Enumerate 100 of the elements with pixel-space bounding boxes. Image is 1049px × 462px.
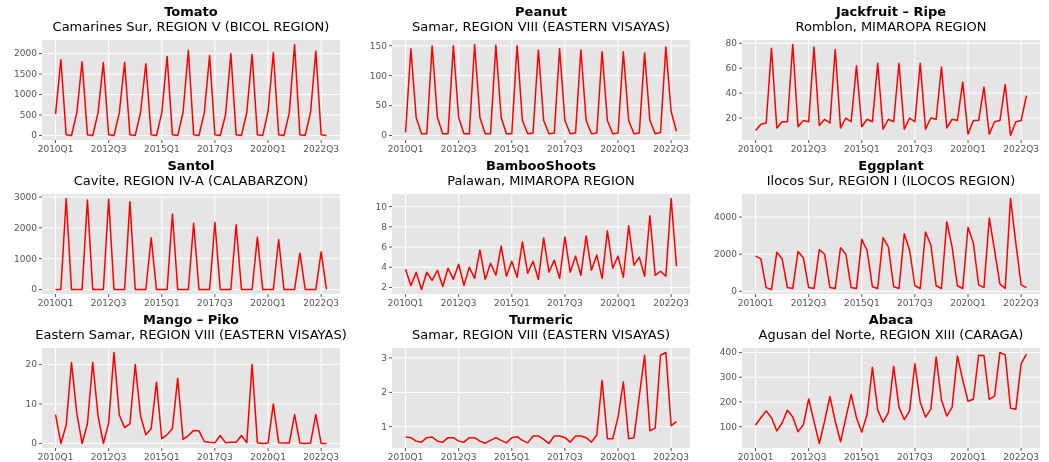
line-series xyxy=(754,43,1028,137)
chart-title: Tomato xyxy=(164,4,218,19)
line-series xyxy=(404,351,678,445)
y-tick-label: 10 xyxy=(25,398,38,409)
x-tick-label: 2010Q1 xyxy=(737,452,774,462)
y-tick-label: 2000 xyxy=(714,249,738,260)
x-tick-label: 2017Q3 xyxy=(547,298,583,308)
x-tick-label: 2020Q1 xyxy=(950,452,986,462)
chart-title: Mango – Piko xyxy=(143,312,240,327)
y-tick-label: 0 xyxy=(31,438,38,449)
x-tick-label: 2022Q3 xyxy=(1003,298,1039,308)
y-tick-label: 80 xyxy=(725,38,738,49)
y-tick-label: 500 xyxy=(19,109,38,120)
line-series xyxy=(404,197,678,291)
x-tick-label: 2017Q3 xyxy=(547,144,583,154)
y-tick-label: 3000 xyxy=(14,191,38,202)
line-series xyxy=(54,43,328,137)
y-tick-label: 150 xyxy=(369,40,388,51)
x-tick-label: 2015Q1 xyxy=(843,452,880,462)
x-tick-label: 2022Q3 xyxy=(653,452,689,462)
x-tick-label: 2012Q3 xyxy=(90,452,127,462)
x-tick-label: 2012Q3 xyxy=(790,298,827,308)
line-series xyxy=(404,43,678,135)
y-tick-label: 2000 xyxy=(14,222,38,233)
y-tick-label: 1 xyxy=(381,421,387,432)
y-tick-label: 2000 xyxy=(14,48,38,59)
x-tick-label: 2022Q3 xyxy=(1003,452,1039,462)
x-tick-label: 2015Q1 xyxy=(143,298,180,308)
x-tick-label: 2010Q1 xyxy=(37,144,74,154)
x-tick-label: 2015Q1 xyxy=(493,144,530,154)
x-tick-label: 2022Q3 xyxy=(303,144,339,154)
x-tick-label: 2012Q3 xyxy=(790,452,827,462)
x-tick-label: 2015Q1 xyxy=(143,452,180,462)
y-tick-label: 100 xyxy=(719,421,738,432)
chart-subtitle: Palawan, MIMAROPA REGION xyxy=(447,173,635,188)
x-tick-label: 2012Q3 xyxy=(440,298,477,308)
x-tick-label: 2015Q1 xyxy=(493,452,530,462)
x-tick-label: 2015Q1 xyxy=(843,144,880,154)
chart-title: Turmeric xyxy=(508,312,574,327)
x-tick-label: 2017Q3 xyxy=(197,452,233,462)
x-tick-label: 2010Q1 xyxy=(387,298,424,308)
line-series xyxy=(754,351,1028,445)
x-tick-label: 2020Q1 xyxy=(250,298,286,308)
x-tick-label: 2017Q3 xyxy=(897,452,933,462)
line-series xyxy=(54,197,328,291)
x-tick-label: 2015Q1 xyxy=(143,144,180,154)
x-tick-label: 2010Q1 xyxy=(37,452,74,462)
chart-subtitle: Romblon, MIMAROPA REGION xyxy=(795,19,987,34)
y-tick-label: 1500 xyxy=(14,68,38,79)
y-tick-label: 4000 xyxy=(714,211,738,222)
chart-subtitle: Samar, REGION VIII (EASTERN VISAYAS) xyxy=(412,19,670,34)
x-tick-label: 2010Q1 xyxy=(37,298,74,308)
x-tick-label: 2020Q1 xyxy=(600,452,636,462)
y-tick-label: 200 xyxy=(719,396,738,407)
x-tick-label: 2010Q1 xyxy=(737,298,774,308)
x-tick-label: 2012Q3 xyxy=(440,144,477,154)
x-tick-label: 2012Q3 xyxy=(440,452,477,462)
y-tick-label: 10 xyxy=(375,201,388,212)
chart-subtitle: Camarines Sur, REGION V (BICOL REGION) xyxy=(52,19,330,34)
y-tick-label: 6 xyxy=(381,241,388,252)
chart-subtitle: Agusan del Norte, REGION XIII (CARAGA) xyxy=(758,327,1024,342)
chart-subtitle: Ilocos Sur, REGION I (ILOCOS REGION) xyxy=(766,173,1016,188)
line-series xyxy=(54,351,328,445)
x-tick-label: 2022Q3 xyxy=(653,144,689,154)
y-tick-label: 0 xyxy=(381,130,388,141)
y-tick-label: 400 xyxy=(719,347,738,358)
x-tick-label: 2015Q1 xyxy=(843,298,880,308)
y-tick-label: 4 xyxy=(381,262,388,273)
chart-title: Eggplant xyxy=(858,158,924,173)
x-tick-label: 2022Q3 xyxy=(1003,144,1039,154)
chart-title: Jackfruit – Ripe xyxy=(834,4,947,19)
chart-title: Peanut xyxy=(515,4,567,19)
x-tick-label: 2010Q1 xyxy=(737,144,774,154)
y-tick-label: 3 xyxy=(381,352,387,363)
y-tick-label: 2 xyxy=(381,282,387,293)
y-tick-label: 0 xyxy=(31,130,38,141)
line-series xyxy=(754,197,1028,291)
chart-subtitle: Samar, REGION VIII (EASTERN VISAYAS) xyxy=(412,327,670,342)
x-tick-label: 2012Q3 xyxy=(90,144,127,154)
x-tick-label: 2012Q3 xyxy=(90,298,127,308)
x-tick-label: 2017Q3 xyxy=(897,144,933,154)
y-tick-label: 8 xyxy=(381,221,388,232)
y-tick-label: 1000 xyxy=(14,253,38,264)
y-tick-label: 20 xyxy=(25,359,38,370)
x-tick-label: 2020Q1 xyxy=(950,144,986,154)
x-tick-label: 2017Q3 xyxy=(197,144,233,154)
x-tick-label: 2022Q3 xyxy=(303,298,339,308)
chart-title: BambooShoots xyxy=(486,158,597,173)
chart-title: Abaca xyxy=(868,312,914,327)
y-tick-label: 100 xyxy=(369,70,388,81)
x-tick-label: 2012Q3 xyxy=(790,144,827,154)
x-tick-label: 2017Q3 xyxy=(897,298,933,308)
y-tick-label: 2 xyxy=(381,387,387,398)
x-tick-label: 2020Q1 xyxy=(600,298,636,308)
y-tick-label: 300 xyxy=(719,372,738,383)
x-tick-label: 2020Q1 xyxy=(250,452,286,462)
x-tick-label: 2010Q1 xyxy=(387,452,424,462)
y-tick-label: 20 xyxy=(725,112,738,123)
x-tick-label: 2017Q3 xyxy=(197,298,233,308)
y-tick-label: 40 xyxy=(725,87,738,98)
